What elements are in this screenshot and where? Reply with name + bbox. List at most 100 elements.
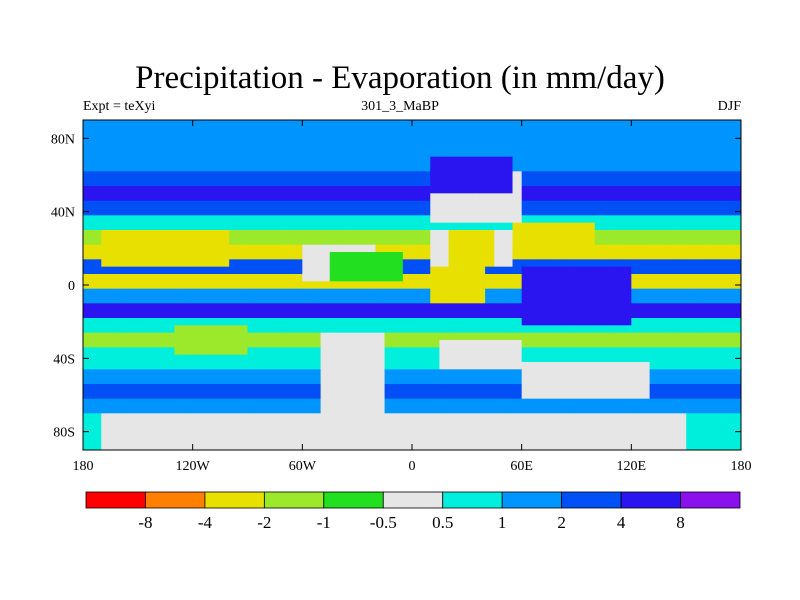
field-cell <box>457 244 468 253</box>
field-cell <box>439 134 449 143</box>
field-cell <box>430 215 440 224</box>
field-cell <box>220 413 230 422</box>
field-cell <box>494 391 504 400</box>
field-cell <box>284 193 294 202</box>
field-cell <box>658 281 669 290</box>
field-cell <box>265 164 276 172</box>
field-cell <box>412 149 422 158</box>
field-cell <box>530 274 541 282</box>
field-cell <box>256 156 267 165</box>
field-cell <box>649 303 660 312</box>
field-cell <box>375 193 385 202</box>
field-cell <box>585 325 596 334</box>
field-cell <box>210 266 221 275</box>
field-cell <box>485 398 495 407</box>
field-cell <box>722 215 733 224</box>
y-tick-label: 0 <box>68 279 75 294</box>
field-cell <box>549 362 559 370</box>
field-cell <box>375 178 385 187</box>
field-cell <box>320 406 331 414</box>
field-cell <box>512 384 523 392</box>
field-cell <box>521 200 532 209</box>
field-cell <box>530 134 541 143</box>
field-cell <box>128 149 139 158</box>
field-cell <box>274 127 285 136</box>
field-cell <box>439 384 449 392</box>
field-cell <box>357 347 367 356</box>
field-cell <box>603 340 614 348</box>
field-cell <box>640 406 651 414</box>
field-cell <box>156 171 166 180</box>
field-cell <box>603 354 614 363</box>
field-cell <box>603 296 614 304</box>
field-cell <box>274 244 285 253</box>
field-cell <box>613 142 623 150</box>
field-cell <box>667 208 678 216</box>
field-cell <box>585 413 596 422</box>
field-cell <box>439 149 449 158</box>
field-cell <box>128 310 139 319</box>
field-cell <box>402 347 413 356</box>
field-cell <box>412 259 422 268</box>
field-cell <box>119 244 130 253</box>
field-cell <box>210 362 221 370</box>
field-cell <box>320 186 331 194</box>
field-cell <box>284 149 294 158</box>
field-cell <box>457 222 468 231</box>
field-cell <box>457 332 468 341</box>
field-cell <box>119 303 130 312</box>
field-cell <box>229 186 239 194</box>
field-cell <box>457 398 468 407</box>
field-cell <box>503 120 513 128</box>
field-cell <box>384 252 395 260</box>
field-cell <box>649 237 660 246</box>
field-cell <box>146 340 157 348</box>
field-cell <box>165 171 175 180</box>
field-cell <box>247 369 258 378</box>
field-cell <box>667 303 678 312</box>
field-cell <box>265 442 276 450</box>
field-cell <box>265 266 276 275</box>
field-cell <box>402 442 413 450</box>
field-cell <box>539 149 550 158</box>
field-cell <box>412 332 422 341</box>
field-cell <box>357 259 367 268</box>
field-cell <box>146 413 157 422</box>
field-cell <box>530 156 541 165</box>
field-cell <box>110 259 120 268</box>
field-cell <box>439 120 449 128</box>
field-cell <box>375 208 385 216</box>
field-cell <box>183 442 194 450</box>
field-cell <box>92 332 102 341</box>
field-cell <box>375 325 385 334</box>
field-cell <box>210 259 221 268</box>
field-cell <box>293 435 303 444</box>
field-cell <box>594 259 605 268</box>
field-cell <box>119 171 130 180</box>
field-cell <box>393 428 404 436</box>
field-cell <box>466 398 477 407</box>
field-cell <box>302 391 312 400</box>
field-cell <box>293 208 303 216</box>
field-cell <box>128 156 139 165</box>
colorbar-swatch <box>382 491 444 509</box>
field-cell <box>412 244 422 253</box>
field-cell <box>366 442 376 450</box>
field-cell <box>521 406 532 414</box>
field-cell <box>119 376 130 385</box>
field-cell <box>201 127 212 136</box>
field-cell <box>192 325 203 334</box>
field-cell <box>677 296 687 304</box>
field-cell <box>539 391 550 400</box>
field-cell <box>384 186 395 194</box>
field-cell <box>274 215 285 224</box>
field-cell <box>146 310 157 319</box>
field-cell <box>457 156 468 165</box>
field-cell <box>220 244 230 253</box>
field-cell <box>539 237 550 246</box>
field-cell <box>549 134 559 143</box>
field-cell <box>110 237 120 246</box>
field-cell <box>183 252 194 260</box>
field-cell <box>110 266 120 275</box>
field-cell <box>247 435 258 444</box>
